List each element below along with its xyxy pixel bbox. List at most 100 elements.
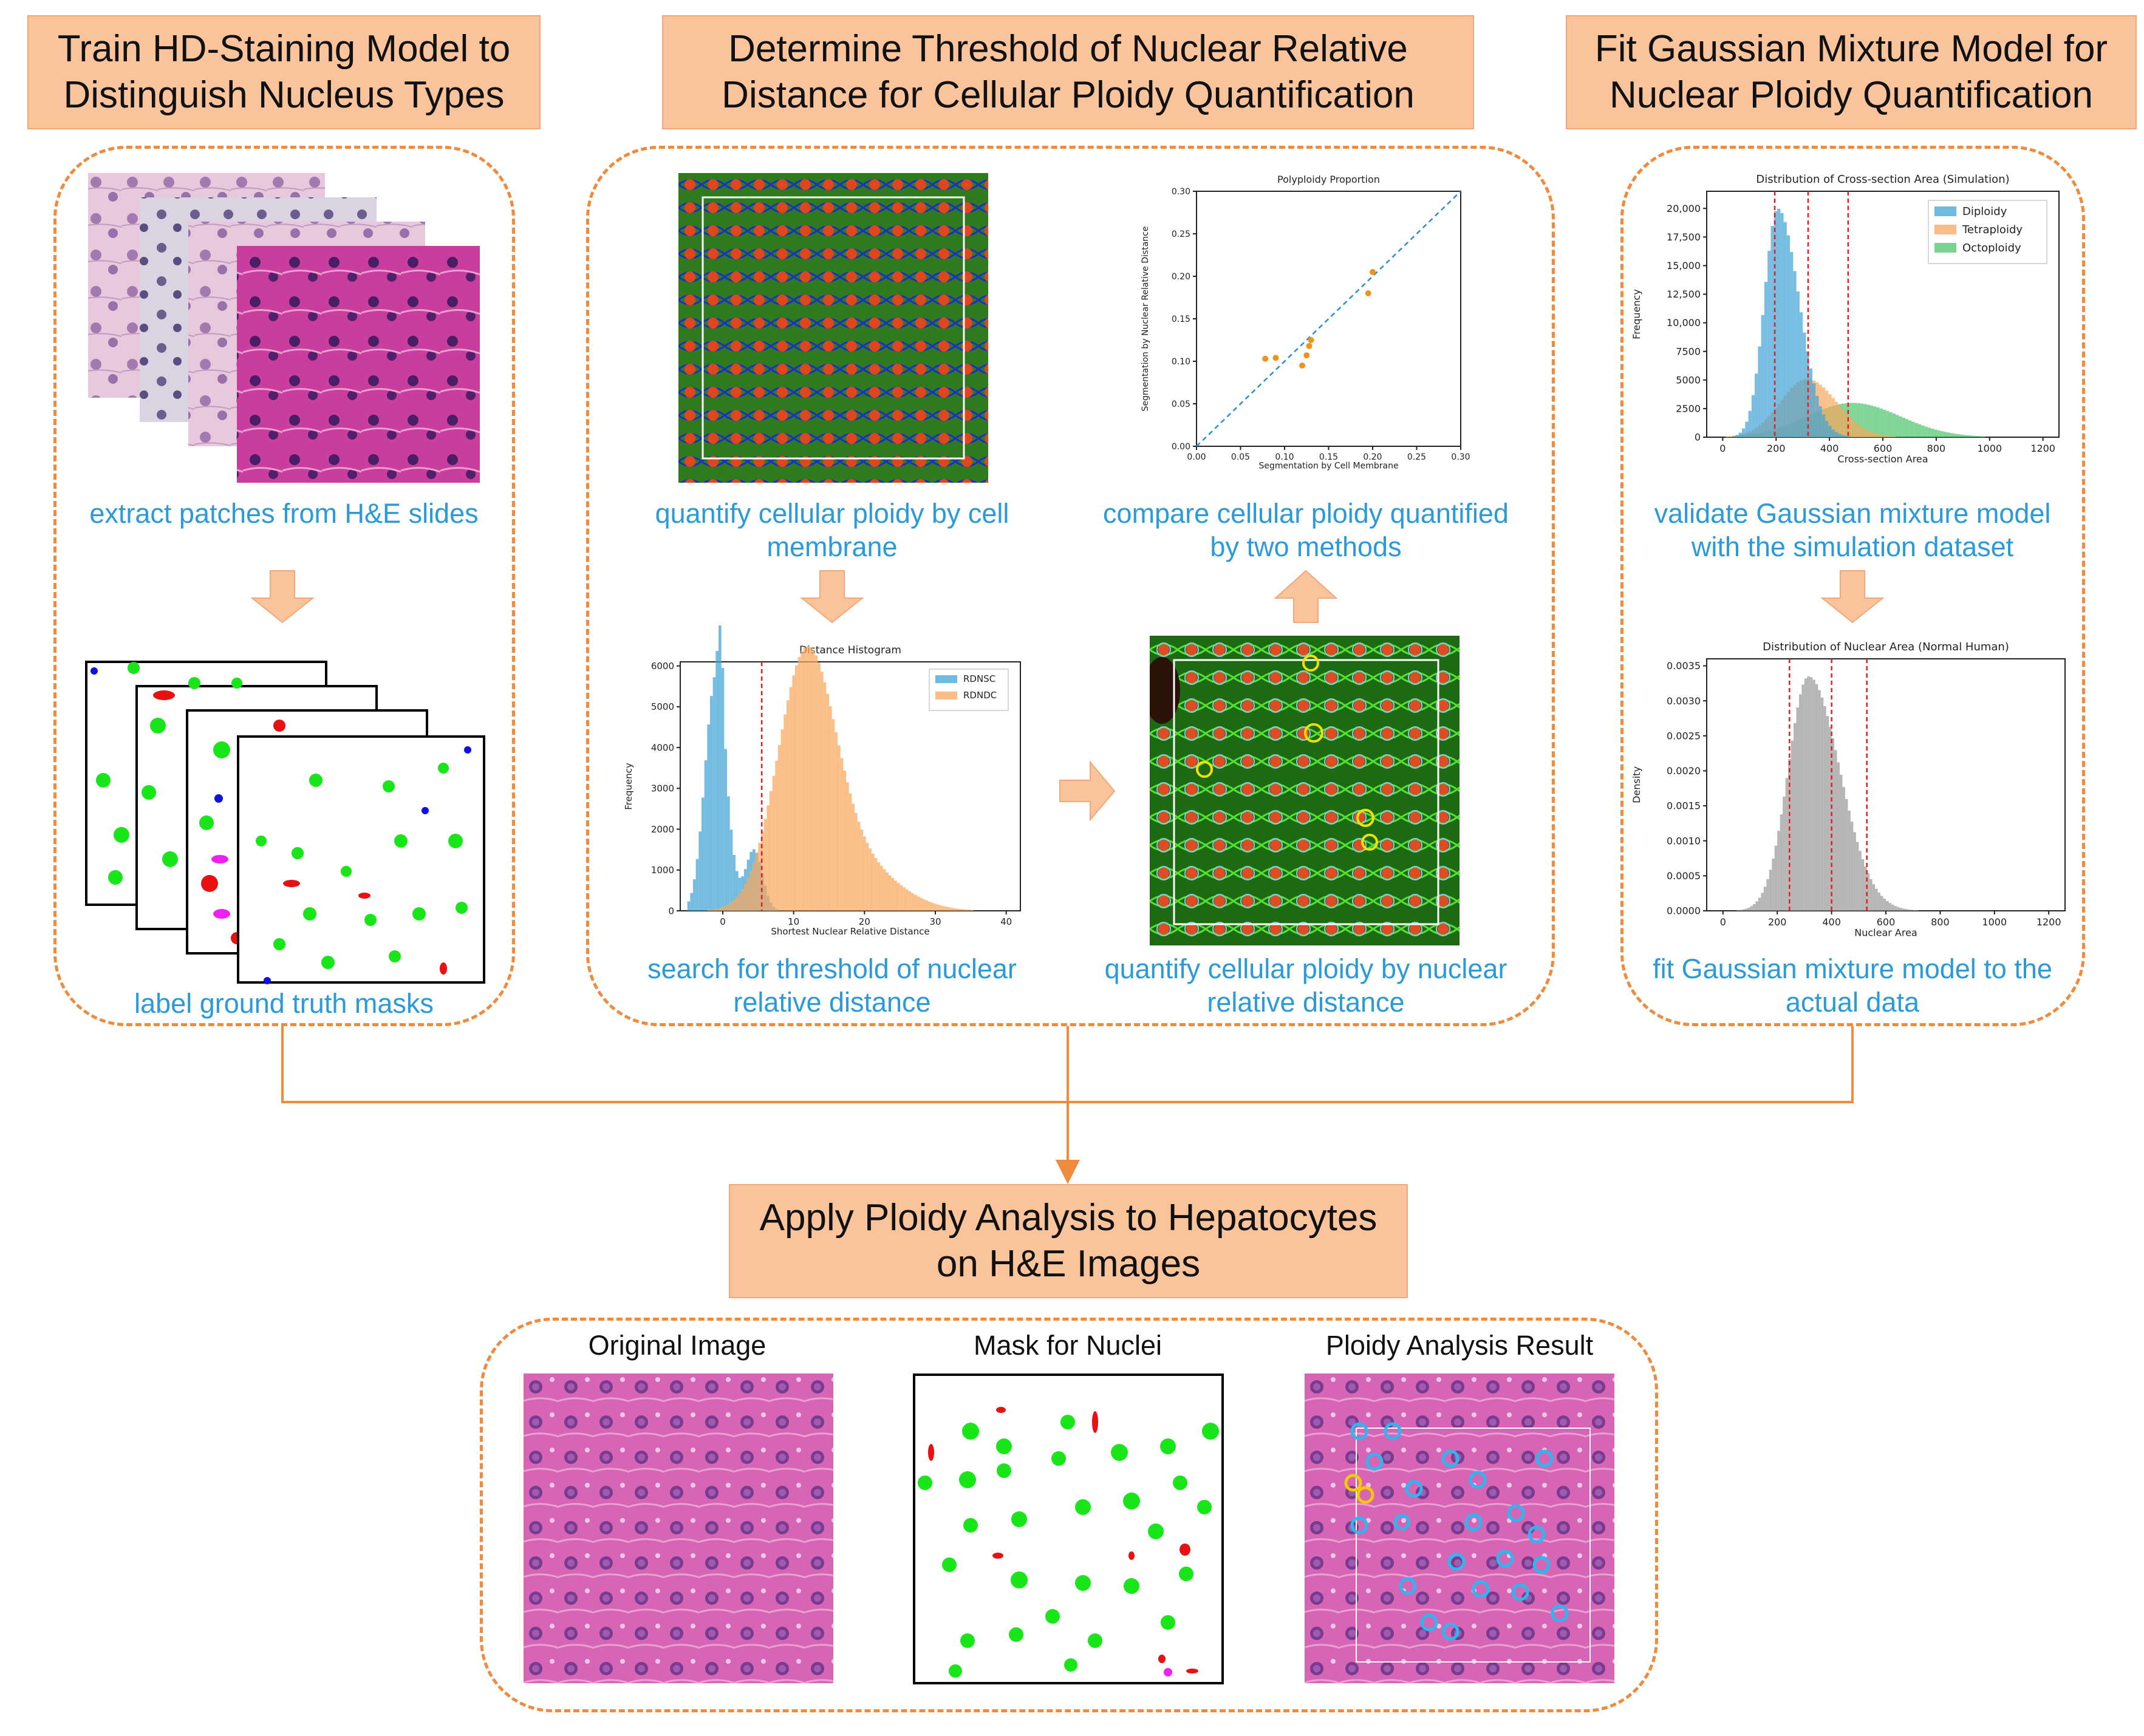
histogram-bar [1807,676,1810,911]
mask-red-nuclei [928,1407,1198,1673]
histogram-bar [744,883,747,911]
up-arrow-compare [1274,570,1338,623]
histogram-bar [1891,904,1894,911]
histogram-bar [1873,406,1877,437]
histogram-bar [1979,436,1982,437]
x-tick-label: 0.10 [1275,452,1294,462]
legend-swatch [935,692,957,700]
histogram-bar [1761,315,1764,437]
y-tick-label: 0.0035 [1667,660,1701,672]
histogram-bar [1899,416,1902,437]
histogram-bar [934,904,937,911]
histogram-bar [1879,435,1883,437]
histogram-bar [1744,908,1748,911]
histogram-bar [712,677,716,911]
histogram-bar [755,853,759,911]
histogram-bar [1831,429,1835,437]
nuclear-distance-image [1150,636,1459,945]
x-tick-label: 0.05 [1231,452,1250,462]
histogram-bar [1763,887,1767,911]
histogram-bar [1959,434,1963,437]
histogram-bar [925,900,929,911]
histogram-bar [1820,697,1824,911]
legend-swatch [935,675,957,683]
histogram-bar [738,893,742,911]
x-tick-label: 0.25 [1407,452,1426,462]
scatter-point [1299,363,1305,369]
histogram-bar [1916,910,1919,911]
histogram-bar [1766,879,1769,911]
histogram-bar [1877,893,1881,911]
ploidy-result-image [1305,1373,1614,1683]
caption-line: relative distance [1207,987,1405,1018]
histogram-bar [1838,434,1842,437]
histogram-bar [1764,282,1768,437]
label-caption: label ground truth masks [55,987,513,1020]
histogram-bar [1860,403,1864,437]
histogram-bar [1863,429,1867,437]
histogram-bar [1834,750,1837,911]
extract-caption: extract patches from H&E slides [55,497,513,530]
histogram-bar [1751,395,1755,437]
histogram-bar [736,871,739,911]
y-tick-label: 20,000 [1667,203,1701,214]
histogram-bar [812,650,815,911]
histogram-bar [857,822,861,911]
gmm-section-title: Fit Gaussian Mixture Model for Nuclear Pl… [1566,15,2137,129]
histogram-bar [772,775,776,911]
histogram-bar [1841,409,1845,437]
histogram-bar [1815,684,1818,911]
histogram-bar [906,889,909,911]
scatter-point [1365,290,1371,296]
histogram-bar [1944,432,1947,437]
nuclear-area-chart: Distribution of Nuclear Area (Normal Hum… [1631,641,2066,939]
histogram-bar [835,732,838,911]
histogram-bar [1908,420,1912,437]
histogram-bar [797,657,801,911]
diploid-markers [1350,1422,1569,1641]
histogram-bar [1848,811,1851,911]
histogram-bar [1755,373,1758,437]
histogram-bar [959,909,963,911]
y-tick-label: 15,000 [1667,260,1701,271]
train-section-title: Train HD-Staining Model to Distinguish Nu… [27,15,541,129]
histogram-bar [1892,414,1896,437]
histogram-bar [1828,426,1832,437]
histogram-bar [1794,723,1797,911]
histogram-bar [1783,222,1787,437]
histogram-bar [954,908,957,911]
histogram-bar [852,803,855,911]
histogram-bar [1875,888,1878,911]
histogram-bar [1853,832,1856,911]
title-line: Nuclear Ploidy Quantification [1609,74,2094,116]
histogram-bar [914,894,917,911]
histogram-bar [1911,421,1915,437]
x-tick-label: 0 [720,916,726,927]
histogram-bar [1876,407,1880,437]
cross-section-chart: Distribution of Cross-section Area (Simu… [1631,173,2060,465]
compare-caption: compare cellular ploidy quantified by two… [1081,497,1531,563]
histogram-bar [1812,383,1816,437]
histogram-bar [1758,346,1761,437]
roi-box [1173,659,1439,925]
histogram-bar [792,675,795,911]
histogram-bar [724,749,727,911]
histogram-bar [1956,434,1960,437]
histogram-bar [1873,433,1877,437]
caption-line: with the simulation dataset [1691,531,2014,562]
histogram-bar [1902,418,1905,437]
histogram-bar [821,672,824,911]
legend-swatch [1934,243,1956,253]
gmm-panel [1620,146,2085,1026]
histogram-bar [1840,774,1843,911]
title-line: Distance for Cellular Ploidy Quantificat… [722,74,1415,116]
histogram-bar [911,893,914,911]
histogram-bar [897,883,900,911]
histogram-bar [1866,404,1870,437]
histogram-bar [1801,684,1804,911]
histogram-bar [1834,432,1838,437]
polyploid-marker [1302,655,1319,672]
histogram-bar [1829,726,1832,911]
histogram-bar [687,901,691,911]
